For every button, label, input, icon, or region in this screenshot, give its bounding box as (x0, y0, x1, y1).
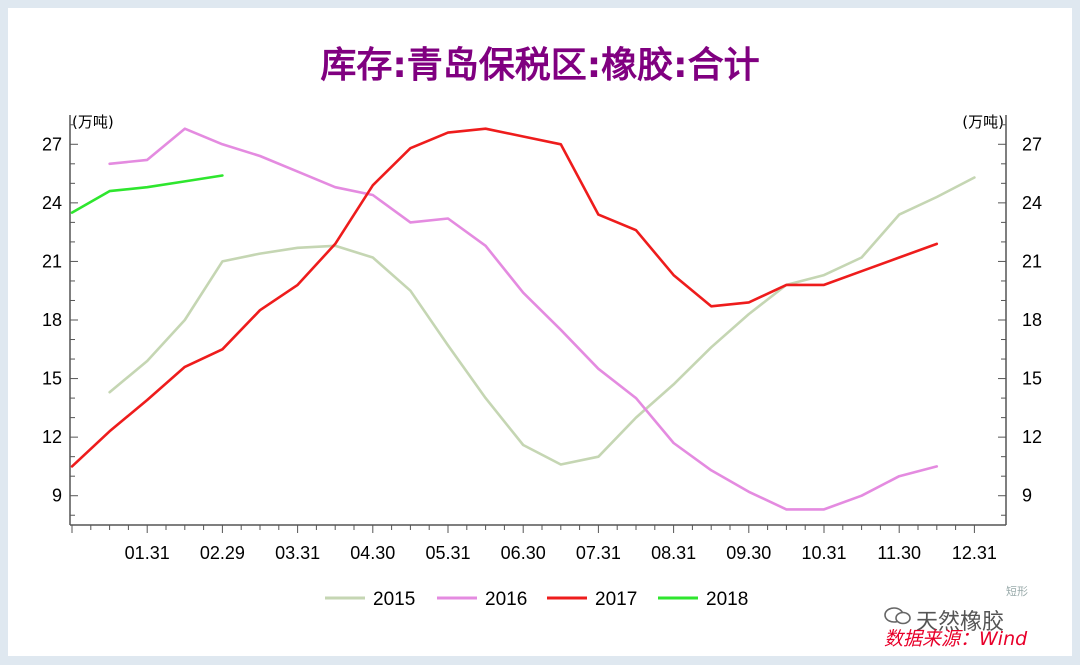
series-line-2018 (70, 174, 224, 214)
chart-title: 库存:青岛保税区:橡胶:合计 (320, 45, 760, 86)
x-tick-label: 06.30 (501, 543, 546, 563)
y-tick-label-right: 12 (1022, 427, 1042, 447)
y-tick-label-left: 24 (42, 193, 62, 213)
x-tick-label: 05.31 (425, 543, 470, 563)
legend: 2015 2016 2017 2018 (325, 589, 748, 610)
x-tick-label: 08.31 (651, 543, 696, 563)
y-tick-label-right: 21 (1022, 251, 1042, 271)
legend-label-2018: 2018 (706, 589, 748, 610)
x-tick-label: 11.30 (877, 543, 921, 563)
axes: (万吨) (万吨) 9 9 12 12 15 15 18 18 21 21 24 24 27 27 01.31 0… (42, 113, 1042, 563)
legend-label-2017: 2017 (595, 589, 637, 610)
y-tick-label-right: 15 (1022, 369, 1042, 389)
x-tick-label: 03.31 (275, 543, 320, 563)
left-unit-label: (万吨) (72, 113, 114, 131)
y-tick-label-right: 9 (1022, 486, 1032, 506)
wechat-icon (884, 607, 911, 625)
x-tick-label: 02.29 (200, 543, 245, 563)
series-line-2015 (108, 176, 976, 466)
source-note: 数据来源：Wind (884, 628, 1028, 650)
legend-label-2016: 2016 (485, 589, 527, 610)
series-line-2017 (70, 127, 939, 468)
y-tick-label-left: 15 (42, 369, 62, 389)
watermark-text: 天然橡胶 (916, 610, 1005, 635)
y-tick-label-right: 27 (1022, 134, 1042, 154)
y-tick-label-left: 18 (42, 310, 62, 330)
y-tick-label-left: 9 (52, 486, 62, 506)
series-line-2016 (108, 127, 939, 511)
y-tick-label-left: 27 (42, 134, 62, 154)
x-tick-label: 09.30 (726, 543, 771, 563)
y-tick-label-left: 12 (42, 427, 62, 447)
x-tick-label: 01.31 (125, 543, 170, 563)
x-tick-label: 04.30 (350, 543, 395, 563)
y-tick-label-left: 21 (42, 251, 62, 271)
right-unit-label: (万吨) (962, 113, 1004, 131)
x-tick-label: 07.31 (576, 543, 621, 563)
corner-mark: 短形 (1006, 585, 1028, 598)
x-tick-label: 12.31 (952, 543, 997, 563)
x-tick-label: 10.31 (801, 543, 846, 563)
y-tick-label-right: 24 (1022, 193, 1042, 213)
chart-frame (8, 8, 1072, 656)
y-tick-label-right: 18 (1022, 310, 1042, 330)
series-lines (70, 127, 976, 511)
legend-label-2015: 2015 (373, 589, 415, 610)
